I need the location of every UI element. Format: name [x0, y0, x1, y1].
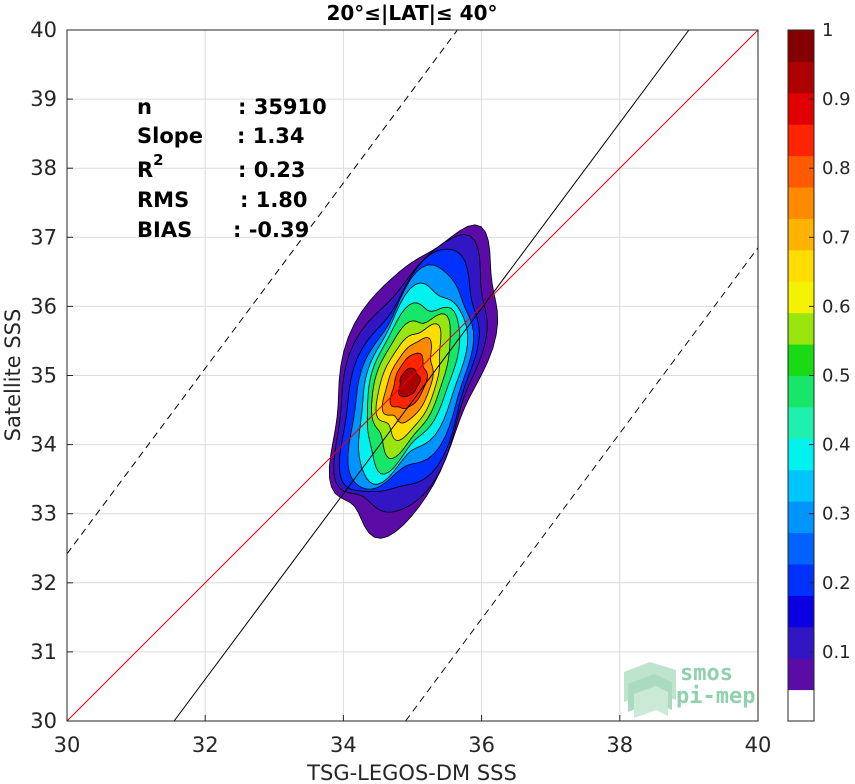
colorbar-tick-label: 0.1 [822, 642, 851, 663]
colorbar-segment [788, 406, 814, 439]
upper-bound-line [67, 30, 458, 555]
y-tick-label: 36 [30, 294, 57, 318]
colorbar-segment [788, 61, 814, 94]
y-tick-label: 33 [30, 502, 57, 526]
colorbar-tick-label: 0.5 [822, 366, 851, 387]
colorbar-segment [788, 689, 814, 722]
stat-label: Slope [137, 124, 203, 148]
colorbar-tick-label: 0.8 [822, 158, 851, 179]
colorbar-segment [788, 375, 814, 408]
colorbar-segment [788, 344, 814, 376]
colorbar-segment [788, 532, 814, 565]
reference-lines [67, 30, 758, 721]
contour-level [398, 367, 421, 398]
colorbar-tick-label: 0.4 [822, 435, 851, 456]
colorbar-tick-label: 0.9 [822, 89, 851, 110]
y-tick-label: 34 [30, 433, 57, 457]
stat-label: n [137, 95, 152, 119]
colorbar-tick-label: 0.3 [822, 504, 851, 525]
stat-label: RMS [137, 188, 189, 212]
x-tick-label: 38 [606, 733, 633, 757]
one-to-one-line [67, 30, 758, 721]
colorbar-segment [788, 501, 814, 534]
colorbar-segment [788, 563, 814, 596]
colorbar-ticks: 0.1 0.2 0.3 0.4 0.5 0.6 0.7 0.8 0.9 1 [809, 20, 851, 663]
stat-value: : 1.80 [240, 188, 308, 212]
x-axis-label: TSG-LEGOS-DM SSS [306, 761, 517, 784]
x-tick-label: 40 [745, 733, 772, 757]
stat-label: BIAS [137, 218, 192, 242]
stat-value: : -0.39 [233, 218, 309, 242]
colorbar-tick-label: 0.7 [822, 227, 851, 248]
colorbar-segment [788, 658, 814, 691]
density-contours [328, 224, 499, 539]
x-tick-label: 36 [468, 733, 495, 757]
y-tick-label: 32 [30, 571, 57, 595]
logo-waves-icon [624, 662, 676, 718]
colorbar-segment [788, 281, 814, 314]
smos-pi-mep-logo: smos pi-mep [624, 661, 755, 718]
colorbar-segment [788, 92, 814, 125]
colorbar-segment [788, 124, 814, 157]
colorbar-tick-label: 0.2 [822, 573, 851, 594]
colorbar-segment [788, 595, 814, 628]
x-tick-label: 30 [54, 733, 81, 757]
y-axis-label: Satellite SSS [1, 309, 25, 442]
y-tick-label: 35 [30, 364, 57, 388]
stat-label-sup: 2 [153, 151, 163, 169]
colorbar-tick-label: 1 [822, 20, 833, 41]
x-axis-ticks: 30 32 34 36 38 40 [54, 715, 772, 757]
colorbar-segment [788, 155, 814, 188]
chart-title: 20°≤|LAT|≤ 40° [326, 1, 497, 25]
y-tick-label: 31 [30, 640, 57, 664]
colorbar-segment [788, 626, 814, 659]
colorbar-segment [788, 218, 814, 251]
y-tick-label: 40 [30, 18, 57, 42]
y-tick-label: 38 [30, 156, 57, 180]
x-tick-label: 34 [330, 733, 357, 757]
colorbar-segment [788, 312, 814, 345]
colorbar [788, 30, 814, 722]
colorbar-segment [788, 249, 814, 282]
stat-value: : 1.34 [237, 124, 305, 148]
stat-value: : 35910 [238, 95, 327, 119]
stat-value: : 0.23 [238, 158, 306, 182]
regression-line [173, 30, 690, 721]
colorbar-tick-label: 0.6 [822, 296, 851, 317]
colorbar-segment [788, 187, 814, 219]
colorbar-segment [788, 30, 814, 62]
x-tick-label: 32 [192, 733, 219, 757]
y-tick-label: 39 [30, 87, 57, 111]
lower-bound-line [405, 247, 758, 721]
colorbar-segment [788, 438, 814, 471]
logo-line1: smos [680, 661, 733, 686]
y-axis-ticks: 30 31 32 33 34 35 36 37 38 39 40 [30, 18, 73, 733]
logo-line2: pi-mep [676, 684, 755, 709]
y-tick-label: 30 [30, 709, 57, 733]
y-tick-label: 37 [30, 225, 57, 249]
colorbar-segment [788, 469, 814, 502]
